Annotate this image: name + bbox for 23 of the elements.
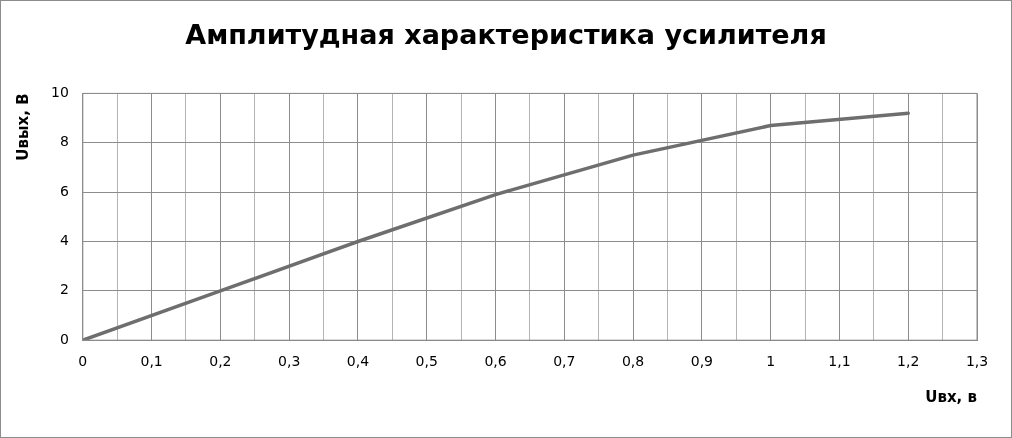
x-tick-label: 0 <box>78 353 88 370</box>
x-tick-label: 1,2 <box>897 353 920 370</box>
chart-title: Амплитудная характеристика усилителя <box>184 19 828 50</box>
y-tick-label: 2 <box>59 281 69 298</box>
y-tick-label: 8 <box>59 133 69 150</box>
x-tick-label: 1,1 <box>828 353 851 370</box>
x-tick-label: 0,2 <box>209 353 232 370</box>
x-axis-title: Uвх, в <box>925 387 977 406</box>
x-tick-label: 0,5 <box>415 353 438 370</box>
y-tick-label: 0 <box>59 330 69 347</box>
x-tick-label: 0,4 <box>346 353 370 370</box>
y-axis-title: Uвых, В <box>13 93 32 161</box>
x-tick-label: 0,7 <box>553 353 576 370</box>
x-tick-label: 1,3 <box>965 353 989 370</box>
x-tick-label: 0,6 <box>484 353 507 370</box>
x-tick-label: 0,9 <box>690 353 713 370</box>
y-tick-label: 6 <box>59 182 69 199</box>
y-tick-label: 4 <box>59 232 69 249</box>
x-tick-label: 0,3 <box>278 353 301 370</box>
x-tick-label: 0,1 <box>140 353 163 370</box>
x-tick-label: 1 <box>766 353 776 370</box>
x-tick-label: 0,8 <box>621 353 645 370</box>
y-tick-label: 10 <box>50 84 69 101</box>
